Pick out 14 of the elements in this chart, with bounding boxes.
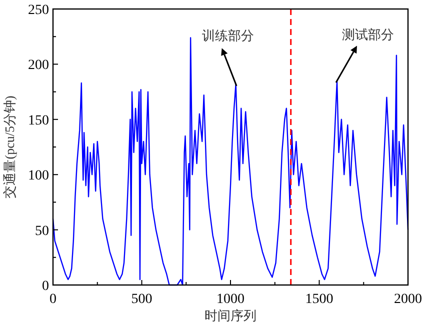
annotation: 训练部分 (202, 28, 254, 44)
y-tick-label: 50 (35, 224, 49, 239)
y-axis-title: 交通量(pcu/5分钟) (2, 96, 17, 198)
x-tick-label: 1000 (216, 292, 244, 307)
y-tick-label: 150 (28, 113, 49, 128)
x-tick-label: 1500 (305, 292, 334, 307)
y-tick-label: 250 (28, 3, 49, 18)
y-tick-label: 200 (28, 58, 49, 74)
x-axis-title: 时间序列 (204, 308, 256, 323)
x-tick-label: 2000 (394, 292, 422, 307)
x-tick-label: 500 (131, 292, 152, 307)
annotation: 测试部分 (342, 26, 394, 42)
y-tick-label: 100 (28, 168, 49, 184)
y-tick-label: 0 (42, 279, 49, 294)
